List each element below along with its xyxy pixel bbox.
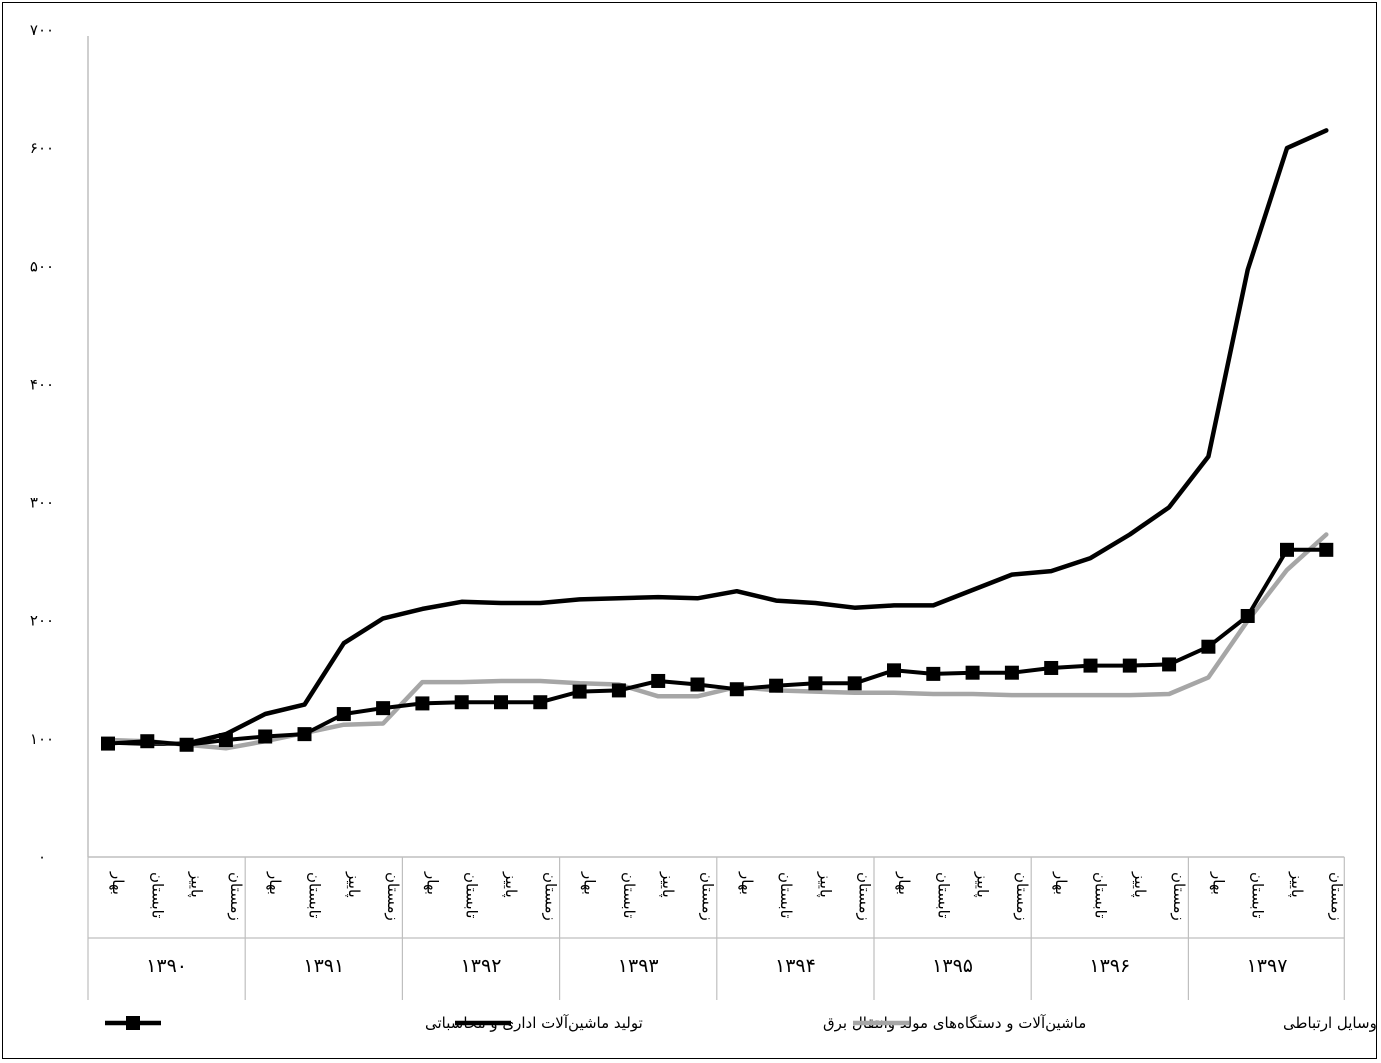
series-marker (1004, 665, 1019, 680)
legend-label: تولید رادیو و تلویزیون و دستگاه‌ها و وسا… (1283, 1014, 1381, 1032)
series-marker (887, 663, 901, 678)
season-label: بهار (109, 871, 127, 895)
season-label: زمستان (541, 872, 559, 921)
season-label: تابستان (620, 872, 638, 918)
season-label: پاییز (501, 871, 520, 898)
year-label: ۱۳۹۲ (461, 955, 502, 977)
series-marker (494, 695, 508, 710)
series-marker (218, 733, 233, 748)
series-marker (376, 701, 391, 716)
season-label: زمستان (856, 872, 874, 921)
season-label: پاییز (1130, 871, 1149, 898)
series-marker (101, 736, 115, 751)
series-marker (651, 673, 666, 688)
series-marker (965, 665, 980, 680)
series-marker (926, 666, 941, 681)
season-label: پاییز (658, 871, 677, 898)
season-label: بهار (738, 871, 756, 895)
season-label: پاییز (973, 871, 992, 898)
series-group (101, 128, 1334, 752)
series-marker (454, 695, 469, 710)
y-tick-label: ۱۰۰ (30, 730, 54, 748)
series-marker (179, 737, 194, 752)
series-marker (769, 678, 784, 693)
x-axis-categories: بهار تابستان پاییز زمستان بهار تابستان پاییز زم… (87, 857, 1345, 1000)
season-label: زمستان (384, 872, 402, 921)
series-marker (1122, 658, 1137, 673)
season-label: پاییز (187, 871, 206, 898)
year-label: ۱۳۹۷ (1247, 955, 1288, 977)
legend-label: تولید ماشین‌آلات اداری و محاسباتی (425, 1014, 643, 1032)
season-label: بهار (581, 871, 599, 895)
series-marker (690, 677, 705, 692)
series-marker (258, 729, 273, 744)
y-tick-label: ۲۰۰ (30, 612, 54, 630)
season-label: زمستان (1013, 872, 1031, 921)
season-label: بهار (1052, 871, 1070, 895)
season-label: بهار (895, 871, 913, 895)
season-label: تابستان (1249, 872, 1267, 918)
series-marker (533, 695, 548, 710)
y-tick-label: ۳۰۰ (30, 494, 54, 512)
legend-marker (126, 1016, 140, 1030)
season-label: بهار (1209, 871, 1227, 895)
season-label: پاییز (815, 871, 834, 898)
y-tick-label: ۶۰۰ (30, 139, 54, 157)
series-marker (1319, 542, 1334, 557)
series-marker (336, 707, 351, 722)
season-label: تابستان (148, 872, 166, 918)
season-label: پاییز (344, 871, 363, 898)
series-marker (297, 727, 312, 742)
series-marker (1162, 657, 1177, 672)
season-label: تابستان (1092, 872, 1110, 918)
season-label: زمستان (227, 872, 245, 921)
legend: تولید ماشین‌آلات اداری و محاسباتی ماشین‌آ… (105, 1014, 1381, 1032)
series-marker (1240, 608, 1255, 623)
series-marker (140, 734, 155, 749)
year-label: ۱۳۹۳ (618, 955, 659, 977)
series-marker (1044, 660, 1059, 675)
series-marker (1280, 542, 1294, 557)
y-tick-label: ۰ (38, 848, 46, 866)
year-label: ۱۳۹۵ (932, 955, 973, 977)
season-label: زمستان (1170, 872, 1188, 921)
year-label: ۱۳۹۴ (775, 955, 816, 977)
series-marker (572, 684, 587, 699)
y-tick-label: ۵۰۰ (30, 257, 54, 275)
series-line (105, 128, 1329, 746)
season-label: تابستان (777, 872, 795, 918)
y-tick-label: ۴۰۰ (30, 375, 54, 393)
series-marker (1083, 658, 1098, 673)
series-marker (808, 676, 823, 691)
year-label: ۱۳۹۱ (303, 955, 344, 977)
year-label: ۱۳۹۶ (1089, 955, 1130, 977)
season-label: تابستان (306, 872, 324, 918)
y-tick-label: ۷۰۰ (30, 21, 54, 39)
year-label: ۱۳۹۰ (146, 955, 187, 977)
axes (87, 36, 1345, 858)
season-label: تابستان (463, 872, 481, 918)
season-label: زمستان (1327, 872, 1345, 921)
series-marker (729, 682, 744, 697)
y-axis-ticks: ۰ ۱۰۰ ۲۰۰ ۳۰۰ ۴۰۰ ۵۰۰ ۶۰۰ ۷۰۰ (30, 21, 54, 866)
series-marker (847, 676, 862, 691)
legend-label: ماشین‌آلات و دستگاه‌های مولد وانتقال برق (823, 1014, 1086, 1032)
season-label: بهار (423, 871, 441, 895)
series-line (105, 532, 1329, 751)
season-label: بهار (266, 871, 284, 895)
season-label: تابستان (934, 872, 952, 918)
season-label: زمستان (699, 872, 717, 921)
season-label: پاییز (1287, 871, 1306, 898)
series-marker (1201, 639, 1216, 654)
series-line (106, 547, 1329, 747)
series-marker (611, 683, 626, 698)
series-marker (415, 696, 430, 711)
